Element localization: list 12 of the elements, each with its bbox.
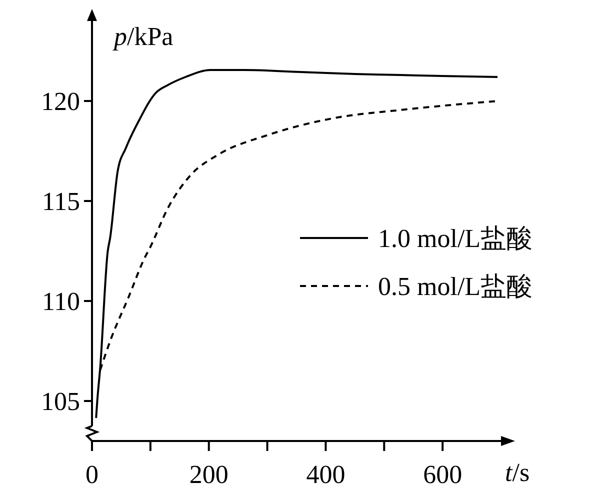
y-axis-title: p/kPa [112,22,174,51]
y-tick-label: 115 [42,187,80,216]
legend-label: 1.0 mol/L盐酸 [378,224,533,254]
legend-label: 0.5 mol/L盐酸 [378,272,533,302]
x-tick-label: 200 [189,460,228,489]
y-tick-label: 105 [41,387,80,416]
x-tick-label: 400 [306,460,346,489]
y-tick-label: 120 [41,87,80,116]
x-tick-label: 0 [86,460,98,489]
y-tick-label: 110 [42,287,80,316]
x-axis-title: t/s [505,458,530,487]
x-tick-label: 600 [423,460,462,489]
